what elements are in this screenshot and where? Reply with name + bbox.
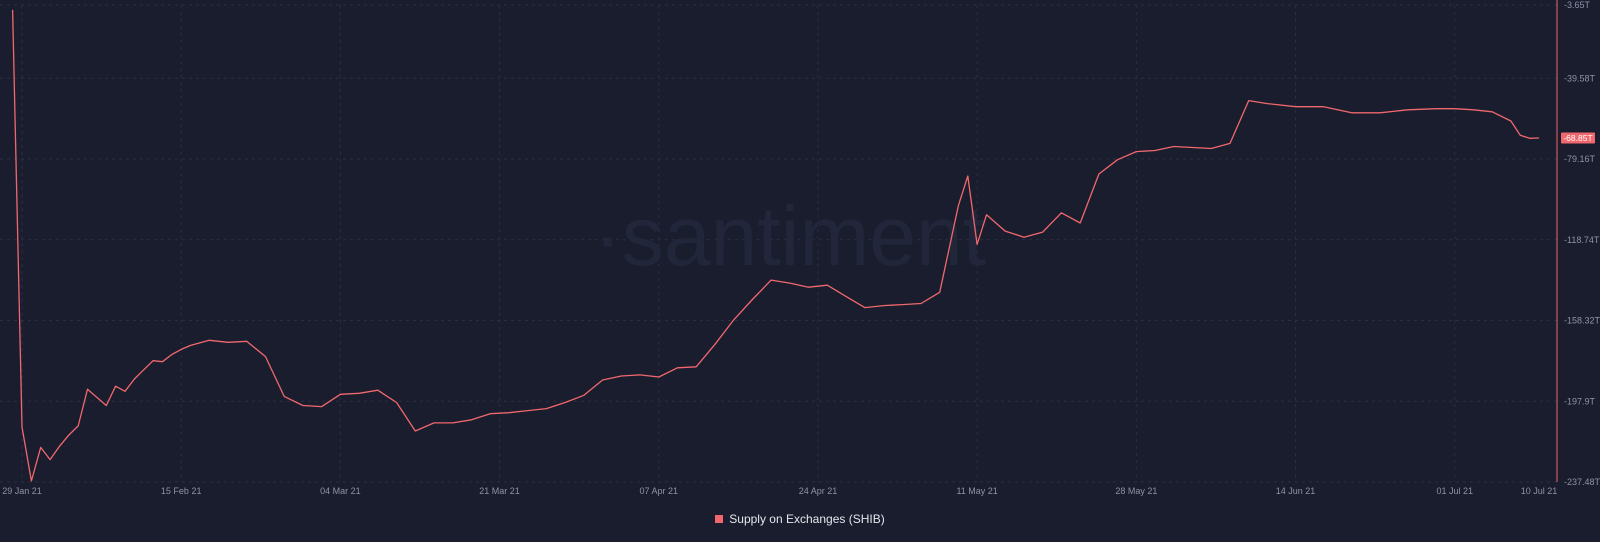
chart-legend: Supply on Exchanges (SHIB): [0, 512, 1600, 526]
y-tick-label: -39.58T: [1564, 73, 1596, 83]
y-tick-label: -79.16T: [1564, 154, 1596, 164]
legend-swatch: [715, 515, 724, 523]
x-axis: 29 Jan 21 15 Feb 21 04 Mar 21 21 Mar 21 07 A…: [2, 486, 1557, 496]
x-tick-label: 14 Jun 21: [1276, 486, 1316, 496]
y-tick-label: -158.32T: [1564, 316, 1600, 326]
current-value-badge: -68.85T: [1561, 132, 1595, 144]
x-tick-label: 28 May 21: [1115, 486, 1157, 496]
y-tick-label: -237.48T: [1564, 477, 1600, 487]
current-value-label: -68.85T: [1563, 133, 1592, 143]
x-tick-label: 10 Jul 21: [1521, 486, 1558, 496]
y-tick-label: -197.9T: [1564, 396, 1596, 406]
y-tick-label: -118.74T: [1564, 235, 1600, 245]
legend-label: Supply on Exchanges (SHIB): [729, 512, 885, 526]
x-tick-label: 04 Mar 21: [320, 486, 361, 496]
y-axis: -3.65T -39.58T -79.16T -118.74T -158.32T -197…: [1564, 0, 1600, 487]
x-tick-label: 21 Mar 21: [479, 486, 520, 496]
x-tick-label: 01 Jul 21: [1436, 486, 1473, 496]
santiment-watermark: ·santiment: [594, 189, 986, 283]
chart-grid: [0, 4, 1557, 483]
x-tick-label: 29 Jan 21: [2, 486, 42, 496]
series-line-supply-on-exchanges: [11, 9, 1540, 482]
x-tick-label: 15 Feb 21: [161, 486, 202, 496]
x-tick-label: 24 Apr 21: [799, 486, 838, 496]
x-tick-label: 07 Apr 21: [639, 486, 678, 496]
supply-on-exchanges-chart: ·santiment 29 Jan 21 15 Feb 21 04 Mar 21 21…: [0, 0, 1600, 496]
y-tick-label: -3.65T: [1564, 0, 1591, 10]
x-tick-label: 11 May 21: [956, 486, 997, 496]
